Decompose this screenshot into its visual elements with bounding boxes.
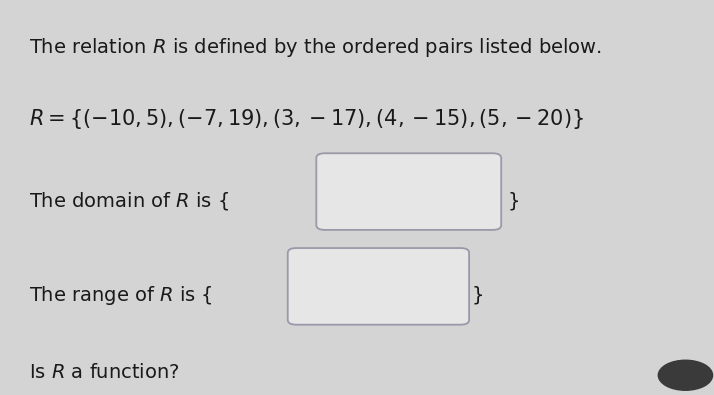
Text: The range of $R$ is $\{$: The range of $R$ is $\{$ xyxy=(29,284,212,307)
Text: $\}$: $\}$ xyxy=(471,284,483,307)
Text: The domain of $R$ is $\{$: The domain of $R$ is $\{$ xyxy=(29,190,228,212)
FancyBboxPatch shape xyxy=(288,248,469,325)
FancyBboxPatch shape xyxy=(316,153,501,230)
Text: $R = \{(-10, 5), (-7, 19), (3, -17), (4, -15), (5, -20)\}$: $R = \{(-10, 5), (-7, 19), (3, -17), (4,… xyxy=(29,107,583,131)
Text: The relation $R$ is defined by the ordered pairs listed below.: The relation $R$ is defined by the order… xyxy=(29,36,601,58)
Text: $\}$: $\}$ xyxy=(507,190,519,212)
Circle shape xyxy=(658,360,713,390)
Text: Is $R$ a function?: Is $R$ a function? xyxy=(29,363,179,382)
